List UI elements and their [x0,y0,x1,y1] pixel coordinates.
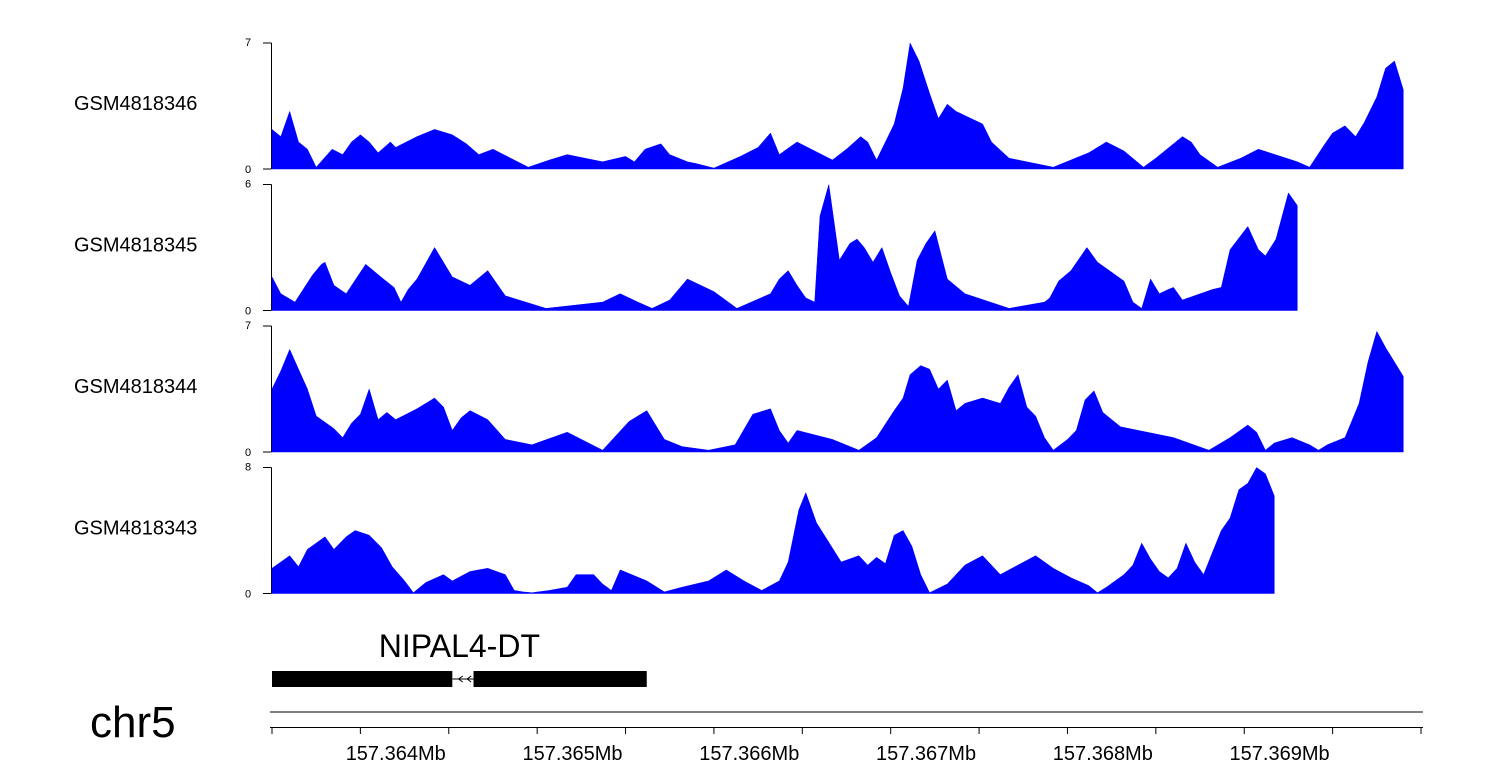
axis-tick-label: 157.364Mb [346,743,446,765]
y-min-label: 0 [245,306,251,318]
coverage-tracks: GSM481834670GSM481834560GSM481834470GSM4… [74,37,1404,601]
coverage-area [271,184,1298,311]
y-max-label: 7 [245,320,251,332]
y-max-label: 7 [245,37,251,49]
chromosome-label: chr5 [90,698,176,747]
strand-arrow [466,675,472,683]
track-gsm4818345: GSM4818345 6 0 [74,179,1298,318]
track-name-label: GSM4818343 [74,518,197,540]
coverage-area [271,330,1404,453]
track-gsm4818346: GSM4818346 7 0 [74,37,1404,176]
track-name-label: GSM4818344 [74,376,197,398]
track-name-label: GSM4818345 [74,235,197,257]
y-max-label: 8 [245,462,251,474]
genome-axis: chr5 157.364Mb 157.365Mb 157.366Mb 157.367M… [90,698,1423,765]
y-min-label: 0 [245,447,251,459]
gene-name-label: NIPAL4-DT [379,628,540,664]
y-max-label: 6 [245,179,251,191]
track-gsm4818343: GSM4818343 8 0 [74,462,1275,601]
y-min-label: 0 [245,589,251,601]
axis-tick-label: 157.367Mb [876,743,976,765]
gene-annotation-track: NIPAL4-DT [272,628,647,687]
track-gsm4818344: GSM4818344 7 0 [74,320,1404,459]
axis-tick-label: 157.369Mb [1230,743,1330,765]
axis-tick-label: 157.368Mb [1053,743,1153,765]
track-name-label: GSM4818346 [74,93,197,115]
coverage-area [271,467,1275,594]
gene-exon-block [473,671,647,687]
strand-arrow [457,675,463,683]
coverage-area [271,42,1404,170]
axis-tick-label: 157.365Mb [522,743,622,765]
y-min-label: 0 [245,164,251,176]
axis-tick-label: 157.366Mb [699,743,799,765]
gene-exon-block [272,671,453,687]
